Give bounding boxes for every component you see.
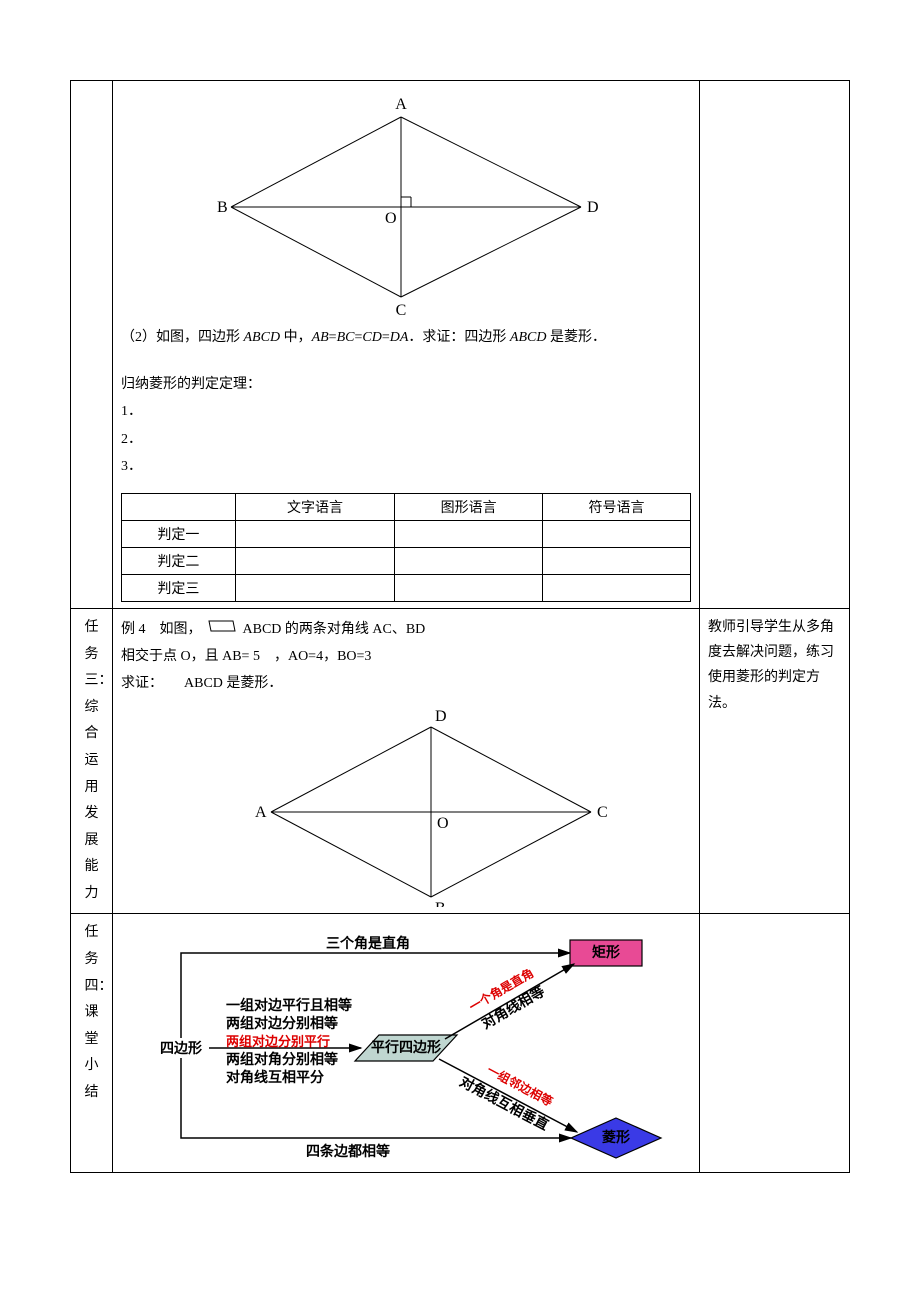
row-theorem-2: 判定二 — [122, 547, 236, 574]
example4-line3: 求证： ABCD 是菱形． — [121, 671, 691, 696]
svg-text:平行四边形: 平行四边形 — [371, 1040, 441, 1057]
svg-text:两组对边分别相等: 两组对边分别相等 — [226, 1015, 338, 1032]
row-theorem-3: 判定三 — [122, 574, 236, 601]
example4-line2: 相交于点 O，且 AB= 5 ，AO=4，BO=3 — [121, 644, 691, 669]
summary-list-1: 1． — [121, 399, 691, 424]
th-text: 文字语言 — [235, 493, 394, 520]
svg-text:四条边都相等: 四条边都相等 — [306, 1143, 390, 1160]
svg-text:A: A — [395, 96, 407, 113]
svg-text:C: C — [396, 302, 407, 317]
th-symbol: 符号语言 — [543, 493, 691, 520]
svg-text:两组对角分别相等: 两组对角分别相等 — [226, 1051, 338, 1068]
row-theorem-1: 判定一 — [122, 520, 236, 547]
row3-rightcol — [700, 914, 850, 1173]
svg-text:菱形: 菱形 — [602, 1130, 630, 1147]
th-blank — [122, 493, 236, 520]
svg-text:B: B — [217, 199, 228, 216]
svg-text:三个角是直角: 三个角是直角 — [326, 935, 410, 952]
svg-text:四边形: 四边形 — [160, 1040, 202, 1057]
summary-title: 归纳菱形的判定定理： — [121, 372, 691, 397]
theorem-table: 文字语言 图形语言 符号语言 判定一 判定二 判定三 — [121, 493, 691, 602]
summary-flowchart: 四边形 三个角是直角四条边都相等 一组对边平行且相等两组对边分别相等两组对边分别平行… — [126, 918, 686, 1168]
svg-text:O: O — [385, 210, 397, 227]
rhombus-figure-2: D A C B O — [241, 707, 621, 907]
summary-list-3: 3． — [121, 454, 691, 479]
example4-line1: 例 4 如图， ABCD 的两条对角线 AC、BD — [121, 617, 691, 642]
row2-main: 例 4 如图， ABCD 的两条对角线 AC、BD 相交于点 O，且 AB= 5… — [113, 608, 700, 914]
row3-main: 四边形 三个角是直角四条边都相等 一组对边平行且相等两组对边分别相等两组对边分别平行… — [113, 914, 700, 1173]
row1-rightcol — [700, 81, 850, 609]
svg-text:一组对边平行且相等: 一组对边平行且相等 — [226, 997, 352, 1014]
svg-text:对角线互相平分: 对角线互相平分 — [226, 1069, 324, 1086]
lesson-plan-table: A B C D O （2）如图，四边形 ABCD 中，AB=BC=CD=DA．求证：四边… — [70, 80, 850, 1173]
svg-text:C: C — [597, 804, 608, 821]
svg-text:B: B — [435, 900, 446, 907]
th-figure: 图形语言 — [395, 493, 543, 520]
summary-list-2: 2． — [121, 427, 691, 452]
row1-leftcol — [71, 81, 113, 609]
row2-leftcol: 任务三：综合运用发展能力 — [71, 608, 113, 914]
svg-text:D: D — [435, 708, 447, 725]
svg-text:D: D — [587, 199, 599, 216]
svg-text:O: O — [437, 815, 449, 832]
row2-rightcol: 教师引导学生从多角度去解决问题，练习使用菱形的判定方法。 — [700, 608, 850, 914]
svg-text:A: A — [255, 804, 267, 821]
svg-text:矩形: 矩形 — [592, 945, 620, 962]
rhombus-figure-1: A B C D O — [191, 87, 621, 317]
task-4-label: 任务四：课堂小结 — [85, 920, 99, 1106]
row3-leftcol: 任务四：课堂小结 — [71, 914, 113, 1173]
problem-2-text: （2）如图，四边形 ABCD 中，AB=BC=CD=DA．求证：四边形 ABCD… — [121, 325, 691, 350]
task-3-label: 任务三：综合运用发展能力 — [85, 615, 99, 908]
row1-main: A B C D O （2）如图，四边形 ABCD 中，AB=BC=CD=DA．求证：四边… — [113, 81, 700, 609]
svg-text:两组对边分别平行: 两组对边分别平行 — [226, 1034, 330, 1049]
parallelogram-symbol-icon — [205, 619, 239, 633]
